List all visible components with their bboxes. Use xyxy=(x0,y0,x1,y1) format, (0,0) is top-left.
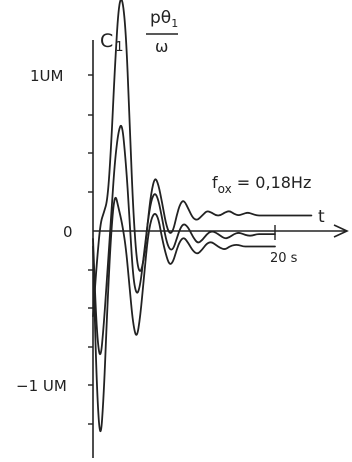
y-tick-label-zero: 0 xyxy=(63,223,73,241)
y-tick-label-neg: −1 UM xyxy=(16,377,67,395)
x-axis-arrow xyxy=(333,224,349,238)
y-axis-fraction-denominator: ω xyxy=(155,37,168,56)
y-tick-label-pos: 1UM xyxy=(30,67,63,85)
series-line-2 xyxy=(92,124,276,355)
series-line-3 xyxy=(92,196,276,433)
curves xyxy=(92,0,313,433)
x-tick-label-20s: 20 s xyxy=(270,251,298,266)
x-axis-label: t xyxy=(318,207,325,227)
frequency-annotation: fox = 0,18Hz xyxy=(212,173,311,196)
axes xyxy=(88,40,349,458)
series-line-1 xyxy=(92,0,313,318)
y-axis-fraction-numerator: pθ1 xyxy=(150,8,178,30)
